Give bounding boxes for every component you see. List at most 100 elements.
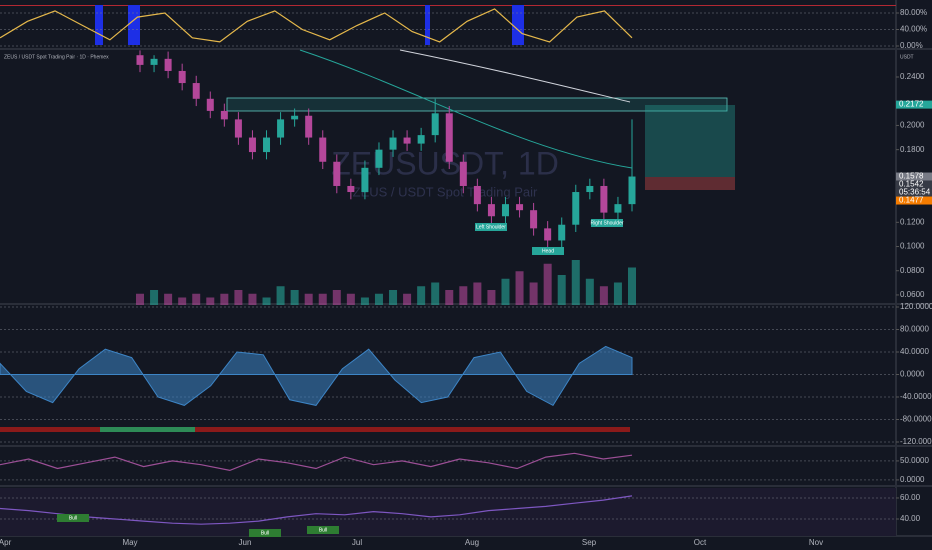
volume-bar [234,290,243,305]
candle-body [586,185,594,193]
pattern-tag [307,526,339,534]
x-tick-label: May [122,538,137,547]
candle-body [291,115,299,120]
y-tick-label: 0.2000 [900,121,925,130]
candle-body [614,204,622,213]
candle-body [572,192,580,225]
candle-body [389,137,397,150]
y-tick-label: 0.00% [900,41,923,50]
price-label-box [896,188,932,197]
line [0,8,633,43]
volume-bar [192,293,201,305]
pattern-label: Left Shoulder [476,224,506,230]
volume-bar [571,260,580,305]
volume-bar [599,286,608,305]
y-tick-label: -40.0000 [900,392,932,401]
volume-bar [290,290,299,305]
x-tick-label: Jun [239,538,252,547]
price-label: 0.1578 [899,172,924,181]
candle-body [206,98,214,111]
volume-bar [557,275,566,305]
candle-body [220,110,228,120]
pattern-label: Bull [319,527,327,533]
candle-body [487,204,495,217]
candle-body [501,204,509,217]
y-tick-label: 40.00% [900,25,927,34]
x-tick-label: Sep [582,538,597,547]
price-label-box [896,100,932,109]
volume-bar [150,290,159,305]
highlight [425,5,430,45]
price-label-box [896,180,932,189]
y-tick-label: 0.1800 [900,145,925,154]
candle-body [234,119,242,138]
candle-body [600,185,608,213]
volume-bar [318,293,327,305]
highlight [95,5,103,45]
price-label: 05:36:54 [899,188,931,197]
candle-body [417,135,425,144]
volume-bar [374,293,383,305]
x-tick-label: Oct [694,538,707,547]
volume-bar [178,297,187,305]
moving-average [299,49,633,169]
volume-bar [473,282,482,305]
y-tick-label: 50.0000 [900,456,929,465]
line [0,452,633,472]
candle-body [544,228,552,241]
volume-bar [389,290,398,305]
moving-average [399,49,631,103]
x-tick-label: Apr [0,538,12,547]
candle-body [178,70,186,84]
y-tick-label: 0.1000 [900,242,925,251]
currency: USDT [900,54,914,60]
candle-body [277,119,285,138]
y-tick-label: -80.0000 [900,415,932,424]
candle-body [319,137,327,162]
volume-bar [164,293,173,305]
volume-bar [515,271,524,305]
candle-body [150,58,158,65]
candle-body [136,55,144,65]
y-tick-label: 80.00% [900,8,927,17]
volume-bar [136,293,144,305]
volume-bar [529,282,538,305]
y-tick-label: 0.0000 [900,370,925,379]
candle-body [473,185,481,205]
volume-bar [501,278,510,305]
volume-bar [332,290,341,305]
x-tick-label: Jul [352,538,362,547]
pattern-tag [475,223,507,231]
candle-body [516,204,524,211]
area [0,345,633,407]
volume-bar [220,293,229,305]
volume-bar [276,286,285,305]
watermark-subtitle: ZEUS / USDT Spot Trading Pair [353,184,538,199]
price-label: 0.2172 [899,100,924,109]
stop-zone [645,177,735,190]
candle-body [263,137,271,153]
volume-bar [613,282,622,305]
resistance-zone [226,97,728,112]
y-tick-label: 120.0000 [900,302,932,311]
volume-bar [459,286,468,305]
volume-bar [206,297,215,305]
symbol-header: ZEUS / USDT Spot Trading Pair · 1D · Phe… [4,54,109,60]
y-tick-label: 40.0000 [900,347,929,356]
y-tick-label: 0.1200 [900,217,925,226]
volume-bar [346,293,355,305]
pattern-label: Bull [69,515,77,521]
pattern-tag [57,514,89,522]
highlight [128,5,140,45]
y-tick-label: 60.00 [900,493,921,502]
candle-body [248,137,256,153]
x-tick-label: Aug [465,538,479,547]
top-band [0,5,896,6]
candle-body [459,161,467,186]
candle-body [628,176,636,205]
y-tick-label: 0.0000 [900,475,925,484]
volume-bar [445,290,454,305]
candle-body [305,115,313,138]
